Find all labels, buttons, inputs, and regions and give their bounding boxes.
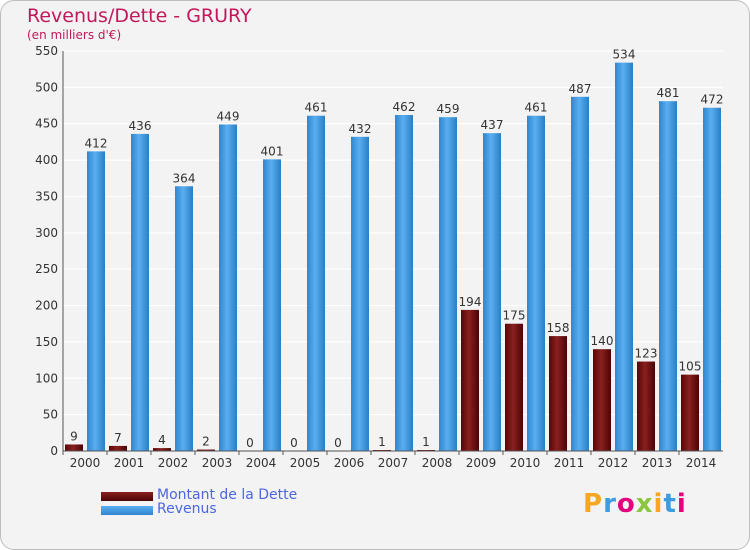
- logo-letter: o: [616, 489, 636, 519]
- bar-revenue: [131, 133, 149, 451]
- bar-debt: [153, 448, 171, 451]
- y-tick-label: 400: [35, 153, 58, 167]
- data-label-debt: 105: [679, 360, 702, 374]
- data-label-debt: 1: [422, 435, 430, 449]
- proxiti-logo: Proxiti: [583, 489, 687, 519]
- data-label-debt: 175: [503, 309, 526, 323]
- data-label-revenue: 432: [349, 122, 372, 136]
- logo-letter: i: [676, 489, 687, 519]
- legend-swatch-debt: [101, 492, 153, 501]
- y-tick-label: 100: [35, 371, 58, 385]
- bar-revenue: [483, 133, 501, 451]
- y-tick-label: 550: [35, 44, 58, 58]
- x-tick-label: 2002: [158, 456, 189, 470]
- data-label-debt: 2: [202, 435, 210, 449]
- bar-revenue: [395, 115, 413, 451]
- logo-letter: x: [635, 489, 654, 519]
- data-label-revenue: 401: [261, 144, 284, 158]
- data-label-revenue: 487: [569, 82, 592, 96]
- bar-revenue: [307, 115, 325, 452]
- y-tick-label: 200: [35, 299, 58, 313]
- bar-revenue: [263, 159, 281, 451]
- y-tick-label: 500: [35, 80, 58, 94]
- bar-revenue: [439, 117, 457, 451]
- data-label-debt: 0: [246, 436, 254, 450]
- data-label-debt: 4: [158, 433, 166, 447]
- bar-revenue: [703, 107, 721, 452]
- logo-letter: i: [653, 489, 664, 519]
- data-label-debt: 0: [334, 436, 342, 450]
- data-label-debt: 158: [547, 321, 570, 335]
- legend-swatch-revenue: [101, 506, 153, 515]
- logo-letter: r: [603, 489, 617, 519]
- data-label-revenue: 534: [613, 48, 636, 62]
- data-label-revenue: 472: [701, 93, 724, 107]
- x-tick-label: 2006: [334, 456, 365, 470]
- logo-letter: P: [583, 489, 604, 519]
- bar-debt: [461, 309, 479, 451]
- legend-label-debt: Montant de la Dette: [157, 487, 298, 503]
- bar-debt: [109, 445, 127, 451]
- bar-debt: [505, 323, 523, 451]
- bar-revenue: [219, 124, 237, 452]
- x-tick-label: 2003: [202, 456, 233, 470]
- bar-debt: [65, 444, 83, 451]
- x-tick-label: 2012: [598, 456, 629, 470]
- data-label-revenue: 481: [657, 86, 680, 100]
- data-label-revenue: 461: [305, 101, 328, 115]
- bar-revenue: [351, 136, 369, 451]
- bar-revenue: [615, 62, 633, 452]
- x-tick-label: 2008: [422, 456, 453, 470]
- data-label-revenue: 437: [481, 118, 504, 132]
- bar-debt: [549, 336, 567, 451]
- bar-debt: [197, 449, 215, 451]
- y-tick-label: 250: [35, 262, 58, 276]
- data-label-revenue: 449: [217, 109, 240, 123]
- x-tick-label: 2007: [378, 456, 409, 470]
- x-tick-label: 2005: [290, 456, 321, 470]
- data-label-revenue: 412: [85, 136, 108, 150]
- data-label-revenue: 461: [525, 101, 548, 115]
- y-tick-label: 50: [43, 408, 58, 422]
- y-tick-label: 300: [35, 226, 58, 240]
- data-label-debt: 0: [290, 436, 298, 450]
- bar-revenue: [87, 151, 105, 451]
- data-label-revenue: 459: [437, 102, 460, 116]
- data-label-revenue: 462: [393, 100, 416, 114]
- bar-debt: [593, 349, 611, 451]
- data-label-debt: 123: [635, 347, 658, 361]
- x-tick-label: 2013: [642, 456, 673, 470]
- x-tick-label: 2014: [686, 456, 717, 470]
- bar-debt: [637, 361, 655, 451]
- chart-title: Revenus/Dette - GRURY: [27, 5, 252, 27]
- data-label-debt: 1: [378, 435, 386, 449]
- x-tick-label: 2000: [70, 456, 101, 470]
- data-label-debt: 7: [114, 431, 122, 445]
- data-label-revenue: 364: [173, 171, 196, 185]
- legend-label-revenue: Revenus: [157, 501, 217, 517]
- y-tick-label: 0: [50, 444, 58, 458]
- x-tick-label: 2011: [554, 456, 585, 470]
- y-tick-label: 450: [35, 117, 58, 131]
- data-label-debt: 9: [70, 429, 78, 443]
- x-tick-label: 2004: [246, 456, 277, 470]
- bar-revenue: [659, 101, 677, 451]
- data-label-revenue: 436: [129, 119, 152, 133]
- y-tick-label: 350: [35, 189, 58, 203]
- bar-revenue: [175, 186, 193, 452]
- data-label-debt: 194: [459, 295, 482, 309]
- chart-subtitle: (en milliers d'€): [27, 28, 122, 42]
- bar-debt: [681, 374, 699, 451]
- bar-revenue: [527, 115, 545, 452]
- y-tick-label: 150: [35, 335, 58, 349]
- logo-letter: t: [663, 489, 677, 519]
- data-label-debt: 140: [591, 334, 614, 348]
- x-tick-label: 2009: [466, 456, 497, 470]
- x-tick-label: 2010: [510, 456, 541, 470]
- bar-revenue: [571, 96, 589, 452]
- x-tick-label: 2001: [114, 456, 145, 470]
